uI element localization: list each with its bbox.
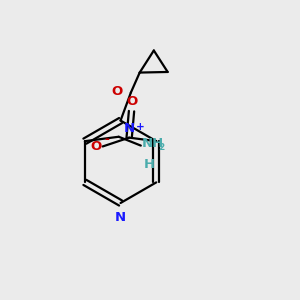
Text: O: O — [126, 95, 137, 108]
Text: N: N — [124, 122, 135, 135]
Text: N: N — [115, 211, 126, 224]
Text: O: O — [111, 85, 123, 98]
Text: +: + — [136, 122, 144, 132]
Text: 2: 2 — [158, 143, 164, 152]
Text: -: - — [104, 134, 109, 146]
Text: O: O — [90, 140, 101, 153]
Text: H: H — [143, 158, 155, 171]
Text: NH: NH — [141, 137, 164, 150]
